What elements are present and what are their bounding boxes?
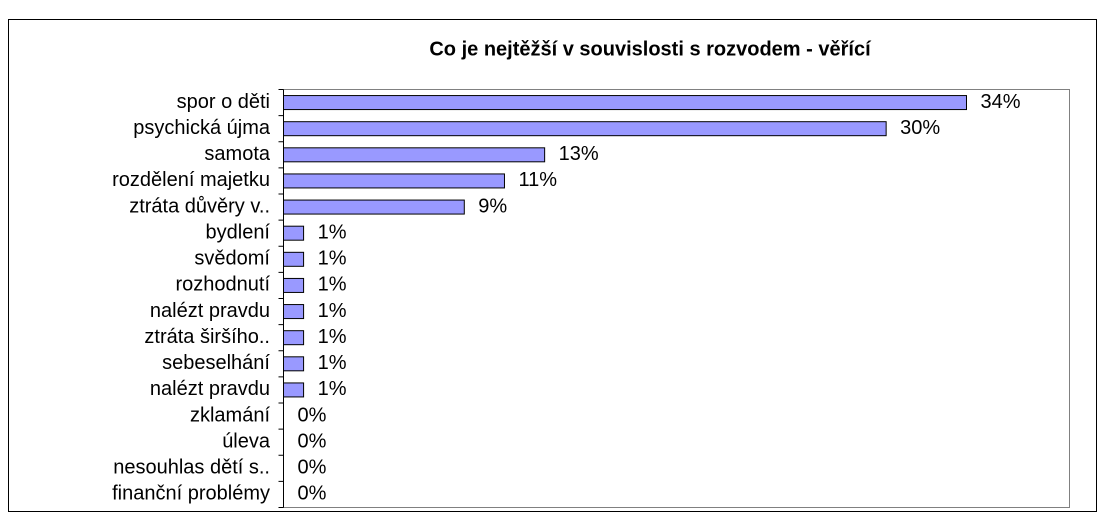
category-label: nalézt pravdu bbox=[150, 300, 270, 322]
category-label: finanční problémy bbox=[112, 483, 270, 505]
category-label: ztráta důvěry v.. bbox=[129, 195, 270, 217]
data-label: 9% bbox=[478, 195, 507, 217]
data-label: 1% bbox=[318, 326, 347, 348]
data-label: 13% bbox=[559, 143, 599, 165]
bar bbox=[283, 304, 305, 320]
bar bbox=[283, 147, 546, 163]
bar bbox=[283, 173, 505, 189]
data-label: 1% bbox=[318, 300, 347, 322]
data-label: 0% bbox=[298, 404, 327, 426]
bar bbox=[283, 199, 465, 215]
data-label: 1% bbox=[318, 274, 347, 296]
category-label: svědomí bbox=[194, 248, 270, 270]
data-label: 1% bbox=[318, 352, 347, 374]
category-label: sebeselhání bbox=[162, 352, 270, 374]
bar bbox=[283, 382, 305, 398]
bar bbox=[283, 225, 305, 241]
category-label: psychická újma bbox=[133, 117, 271, 139]
category-label: samota bbox=[204, 143, 270, 165]
category-label: úleva bbox=[222, 430, 271, 452]
data-label: 11% bbox=[518, 169, 557, 191]
data-label: 0% bbox=[298, 457, 327, 479]
data-label: 1% bbox=[318, 221, 347, 243]
data-label: 1% bbox=[318, 378, 347, 400]
bar bbox=[283, 251, 305, 267]
category-label: rozhodnutí bbox=[175, 274, 270, 296]
category-label: spor o děti bbox=[177, 91, 270, 113]
bar bbox=[283, 330, 305, 346]
data-label: 30% bbox=[900, 117, 940, 139]
data-label: 0% bbox=[298, 430, 327, 452]
category-label: nesouhlas dětí s.. bbox=[113, 457, 270, 479]
category-label: nalézt pravdu bbox=[150, 378, 270, 400]
data-label: 0% bbox=[298, 483, 327, 505]
category-label: bydlení bbox=[206, 221, 271, 243]
chart-title: Co je nejtěžší v souvislosti s rozvodem … bbox=[429, 38, 872, 60]
category-label: zklamání bbox=[190, 404, 270, 426]
bar bbox=[283, 277, 305, 293]
bar bbox=[283, 95, 967, 111]
category-label: ztráta širšího.. bbox=[144, 326, 270, 348]
data-label: 34% bbox=[981, 91, 1021, 113]
bar bbox=[283, 121, 887, 137]
data-label: 1% bbox=[318, 248, 347, 270]
category-label: rozdělení majetku bbox=[112, 169, 270, 191]
bar bbox=[283, 356, 305, 372]
